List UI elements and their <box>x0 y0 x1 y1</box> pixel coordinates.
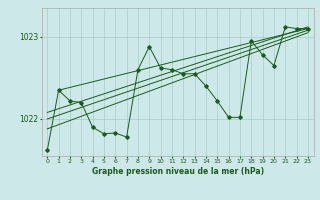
X-axis label: Graphe pression niveau de la mer (hPa): Graphe pression niveau de la mer (hPa) <box>92 167 264 176</box>
